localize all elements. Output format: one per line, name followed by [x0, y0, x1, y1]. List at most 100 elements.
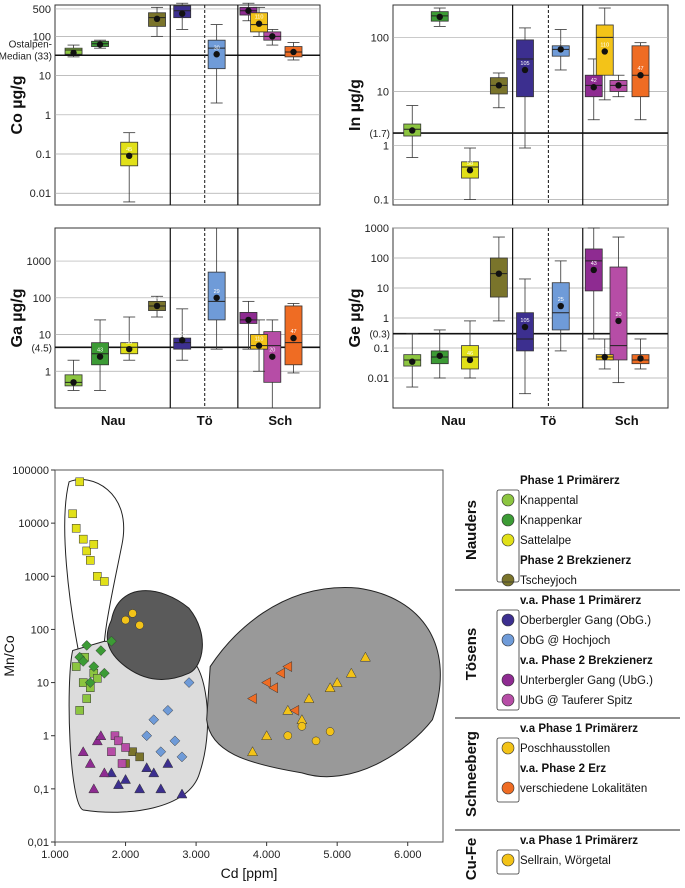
group-label: Nau	[441, 413, 466, 428]
y-tick-label: 1	[43, 731, 49, 743]
data-point	[107, 747, 116, 756]
data-point	[289, 704, 300, 716]
y-tick-label: 1000	[25, 571, 49, 583]
series-11	[121, 609, 335, 746]
y-tick-label: 0.01	[368, 373, 389, 385]
data-point	[325, 727, 335, 736]
y-tick-label: 10	[39, 330, 51, 342]
data-point	[261, 677, 271, 688]
legend-marker	[501, 613, 515, 627]
sample-count: 20	[615, 312, 621, 318]
box-5: 105	[516, 278, 534, 395]
mean-dot	[557, 302, 564, 310]
box-6: 25	[551, 260, 570, 352]
data-point	[98, 767, 110, 778]
y-tick-label: 10	[39, 71, 51, 83]
box-3: 46	[461, 320, 479, 379]
y-tick-label: 0.1	[374, 343, 389, 355]
data-point	[100, 577, 109, 586]
data-point	[297, 722, 307, 731]
legend-marker	[501, 573, 515, 587]
mean-dot	[495, 270, 503, 277]
y-tick-label: 10	[37, 678, 49, 690]
y-tick-label: 1	[383, 313, 389, 325]
sample-count: 110	[600, 42, 609, 48]
mean-dot	[436, 13, 443, 21]
mean-dot	[269, 353, 276, 360]
sample-count: 105	[520, 318, 529, 324]
data-point	[95, 730, 107, 740]
panel-frame	[54, 4, 321, 206]
data-point	[282, 661, 293, 672]
mean-dot	[615, 317, 622, 325]
data-point	[71, 662, 81, 671]
data-point	[91, 735, 103, 746]
legend-bracket	[496, 609, 520, 711]
box-3: 58	[461, 147, 479, 200]
data-point	[183, 677, 195, 688]
sample-count: 29	[154, 297, 160, 303]
box-body	[609, 266, 628, 361]
box-5: 104	[173, 308, 192, 361]
y-tick-label: 0.1	[374, 195, 389, 207]
legend-item-label: Tscheyjoch	[520, 575, 577, 587]
legend-marker	[501, 673, 515, 687]
group-label: Tö	[540, 413, 556, 428]
mean-dot	[601, 48, 608, 55]
mean-dot	[153, 15, 161, 23]
data-point	[162, 705, 174, 716]
box-9: 82	[595, 338, 614, 370]
y-axis-label: Ge µg/g	[347, 289, 364, 348]
data-point	[75, 477, 84, 487]
x-tick-label: 6.000	[394, 849, 422, 861]
data-point	[78, 534, 88, 544]
data-point	[120, 773, 131, 784]
panel-frame	[54, 227, 321, 409]
data-point	[106, 635, 117, 647]
legend-item-label: Unterbergler Gang (UbG.)	[520, 675, 653, 687]
y-tick-label: 1	[383, 141, 389, 153]
legend-section-3: Schneeberg v.a Phase 1 Primärerz Poschhaus…	[455, 717, 680, 817]
data-point	[169, 735, 181, 747]
panel-co: 500 100 10 1 0.1 0.01 Ostalpen-Median (33) Co µ…	[0, 2, 321, 206]
legend-group-label: Schneeberg	[463, 731, 480, 817]
legend-bracket	[496, 849, 520, 875]
sample-count: 45	[126, 147, 132, 153]
data-point	[311, 736, 321, 746]
mean-dot	[637, 355, 644, 362]
data-point	[247, 693, 257, 704]
box-2	[430, 7, 449, 27]
data-point	[148, 714, 160, 726]
mean-dot	[495, 82, 503, 89]
reference-label: (1.7)	[369, 129, 390, 140]
mean-dot	[255, 20, 263, 27]
box-9: 110	[250, 319, 268, 372]
data-point	[176, 751, 188, 763]
sample-count: 25	[558, 297, 564, 303]
data-point	[88, 783, 100, 794]
y-tick-label: 1	[45, 366, 51, 378]
y-tick-label: 100000	[12, 465, 49, 477]
legend-section-2: Tösens v.a. Phase 1 Primärerz Oberbergler …	[455, 589, 680, 711]
data-point	[268, 682, 278, 694]
sample-count: 110	[255, 337, 264, 343]
legend-marker	[501, 513, 515, 527]
group-label: Tö	[197, 413, 213, 428]
data-point	[134, 783, 146, 794]
y-tick-label: 100	[371, 253, 389, 265]
legend-item-label: Poschhausstollen	[520, 743, 610, 755]
legend-bracket	[496, 489, 520, 583]
box-8	[609, 74, 628, 98]
legend-group-label: Cu-Fe	[463, 838, 480, 881]
box-body	[489, 257, 508, 298]
x-tick-label: 1.000	[41, 849, 69, 861]
data-point	[121, 743, 130, 752]
panel-frame	[392, 4, 669, 206]
y-tick-label: 1000	[27, 256, 51, 268]
panel-ge: 1000 100 10 1 0.1 0.01 (0.3) Ge µg/g 46 105 25 43 20…	[347, 223, 669, 428]
series-6	[141, 677, 195, 763]
field-outline-schneeberg	[206, 587, 441, 778]
legend-marker	[501, 633, 515, 647]
y-tick-label: 100	[31, 624, 49, 636]
sample-count: 110	[255, 15, 264, 21]
